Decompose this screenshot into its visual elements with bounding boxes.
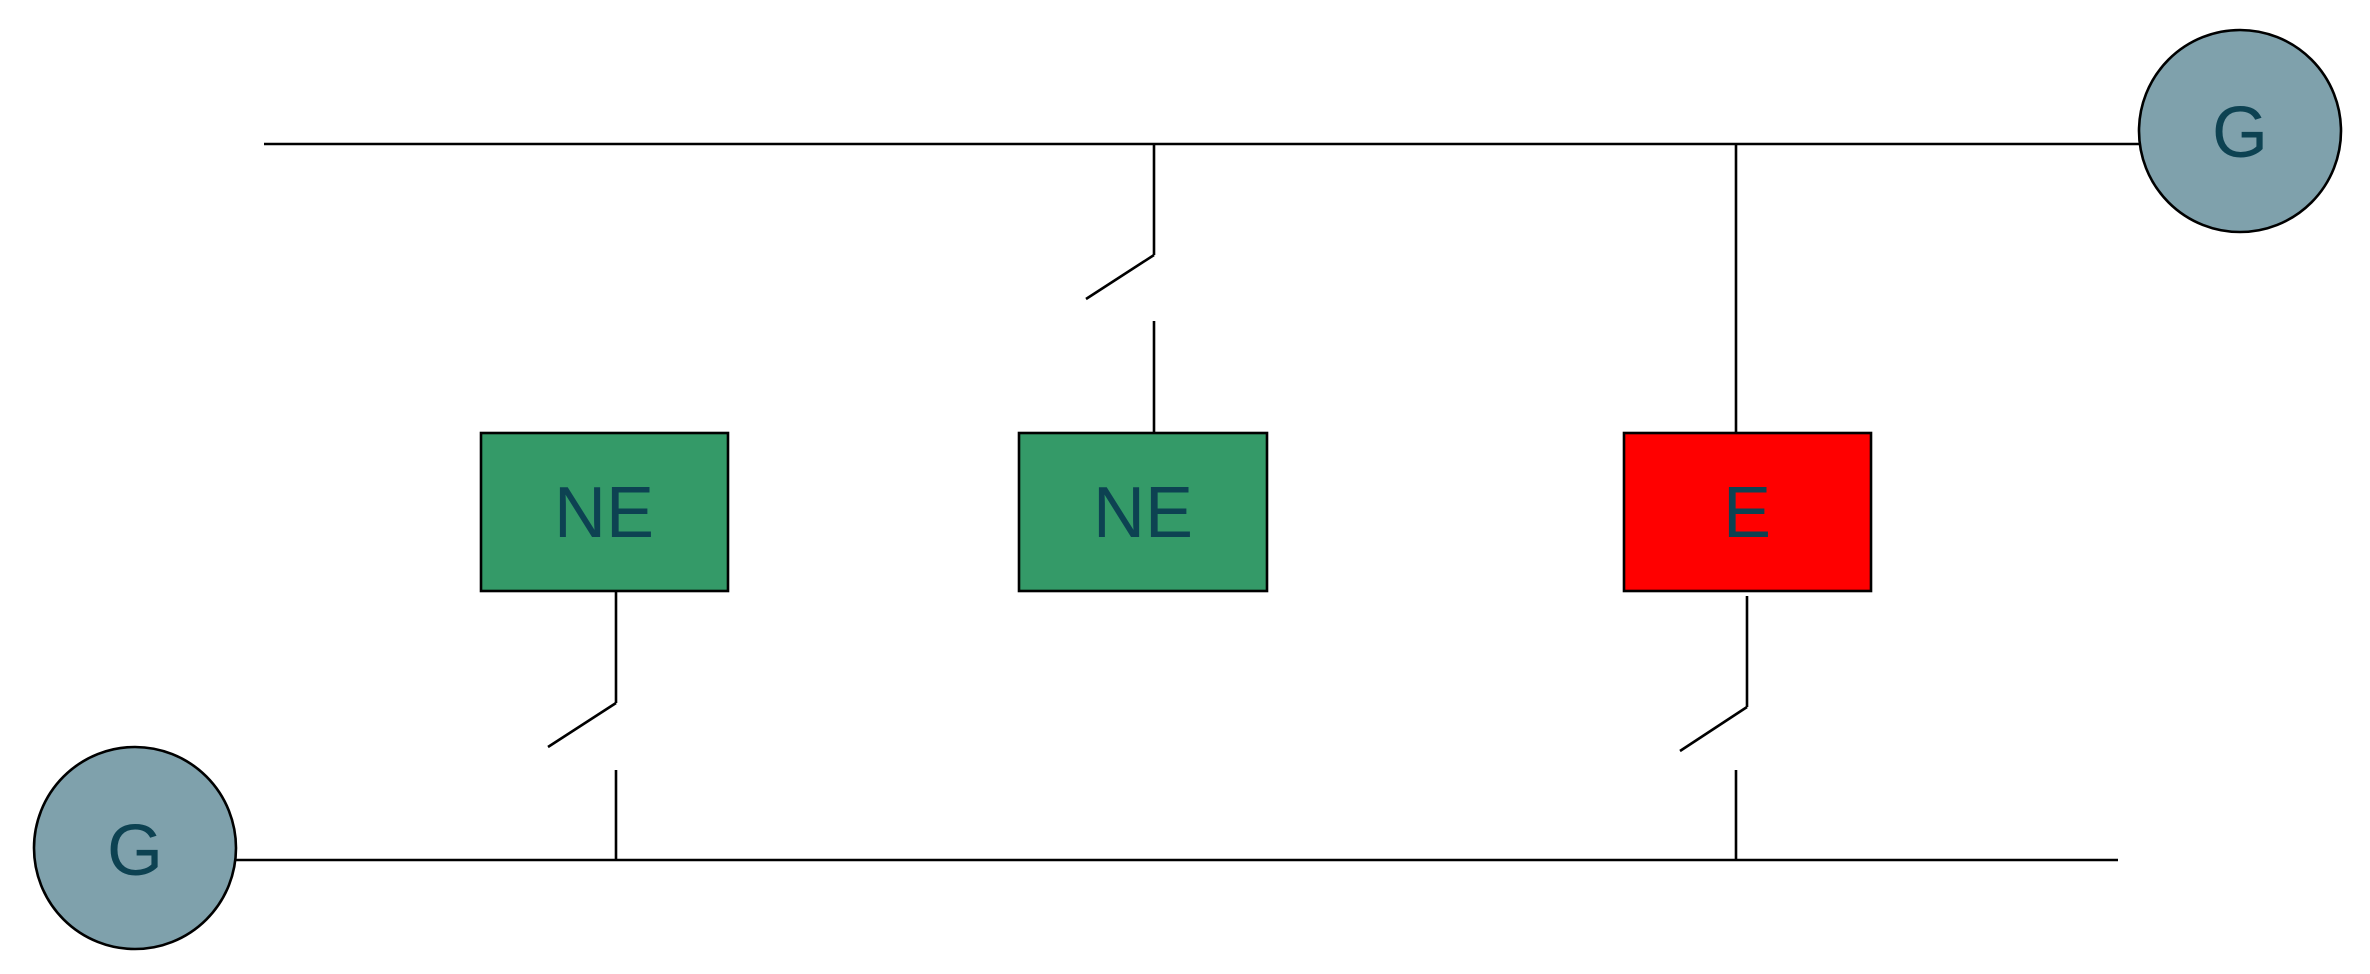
generator-top-right[interactable]: G: [2137, 28, 2343, 234]
node-middle-label: NE: [1093, 473, 1193, 553]
switch-middle-top[interactable]: [1085, 144, 1156, 433]
node-left-label: NE: [554, 473, 654, 553]
generator-bottom-left-label: G: [107, 811, 163, 891]
node-right[interactable]: E: [1622, 431, 1873, 593]
switch-right-blade: [1679, 705, 1748, 753]
node-middle[interactable]: NE: [1017, 431, 1269, 593]
node-middle-box: [1017, 431, 1269, 593]
node-right-box: [1622, 431, 1873, 593]
switch-left-blade: [547, 701, 617, 749]
generator-bottom-left-circle: [32, 745, 238, 951]
switch-middle-blade: [1085, 253, 1155, 301]
generator-bottom-left[interactable]: G: [32, 745, 238, 951]
switch-right-bottom[interactable]: [1679, 596, 1749, 860]
node-left[interactable]: NE: [479, 431, 730, 593]
node-left-box: [479, 431, 730, 593]
generator-top-right-label: G: [2212, 93, 2268, 173]
generator-top-right-circle: [2137, 28, 2343, 234]
node-right-label: E: [1723, 473, 1771, 553]
switch-left-bottom[interactable]: [547, 591, 618, 860]
